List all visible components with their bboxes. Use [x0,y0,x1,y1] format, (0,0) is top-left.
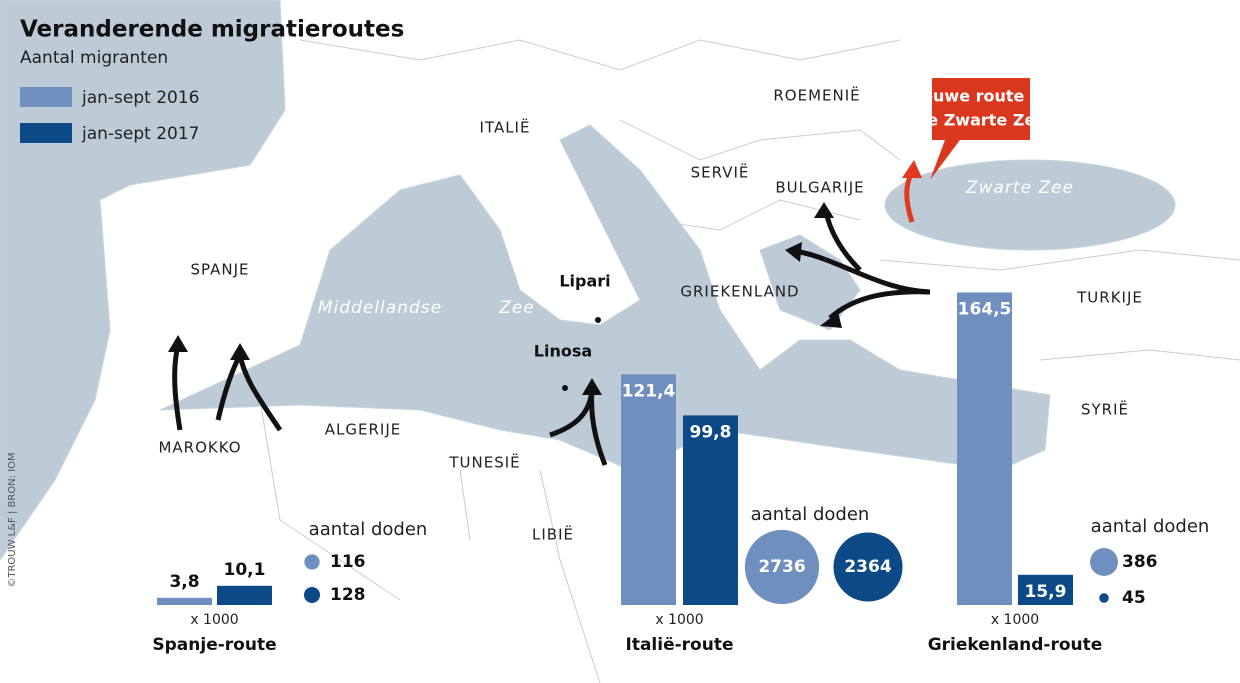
deaths-circle [1099,593,1109,603]
arrowhead [814,202,834,218]
country-label: SPANJE [191,261,250,279]
aegean [759,234,861,331]
border [1039,349,1240,361]
arrow [237,354,283,432]
legend-swatch [20,87,72,107]
black-sea [884,159,1176,251]
country-label: MAROKKO [158,439,241,457]
deaths-circle [744,529,820,605]
deaths-value: 45 [1122,588,1146,608]
borders [259,39,1240,683]
sea-label: Zwarte Zee [965,178,1074,198]
border [619,119,901,161]
country-label: GRIEKENLAND [680,283,799,301]
deaths-circle [833,532,903,602]
arrowhead [168,335,188,352]
arrow [589,389,608,466]
value-label: 3,8 [169,572,199,592]
arrowhead [820,312,842,328]
value-label: 10,1 [224,560,266,580]
title: Veranderende migratieroutes [20,17,404,43]
bar [621,374,676,605]
callout-text: nieuwe route via [905,87,1056,106]
bar [157,597,212,605]
border [259,399,601,683]
arrowheads [168,202,842,395]
deaths-label: aantal doden [751,504,870,525]
subtitle: Aantal migranten [20,48,168,68]
island-dot [595,317,601,323]
bar [217,585,272,605]
deaths-value: 128 [330,585,366,605]
legend-label: jan-sept 2017 [81,124,200,144]
sea-label: Middellandse [318,298,442,318]
deaths-value: 116 [330,552,366,572]
country-label: LIBIË [532,525,574,544]
callout-box [930,78,1030,180]
arrowhead [230,343,250,360]
unit-label: x 1000 [190,612,238,628]
country-label: SERVIË [691,163,750,182]
deaths-value: 2736 [758,557,805,577]
country-label: ROEMENIË [773,86,860,105]
bar [957,292,1012,605]
value-label: 164,5 [958,299,1012,319]
value-label: 99,8 [690,422,732,442]
island-label: Lipari [559,272,610,291]
deaths-circle [304,554,320,570]
callout-text: de Zwarte Zee [916,111,1046,130]
island-dot [562,385,568,391]
route-name: Italië-route [626,635,734,655]
bar [683,415,738,605]
deaths-circle [303,586,321,604]
country-label: ALGERIJE [325,421,401,439]
deaths-value: 386 [1122,552,1158,572]
credit: ©TROUW L&F | BRON: IOM [7,452,18,587]
arrowhead [785,242,802,262]
deaths-circle [1090,548,1118,576]
country-label: BULGARIJE [775,179,864,197]
country-label: ITALIË [480,118,531,137]
arrow [172,344,183,431]
arrows [172,211,931,466]
deaths-label: aantal doden [1091,516,1210,537]
legend-label: jan-sept 2016 [81,88,200,108]
arrowhead [902,160,922,178]
deaths-value: 2364 [844,557,891,577]
unit-label: x 1000 [655,612,703,628]
mediterranean [159,124,1051,471]
bar [1018,574,1073,605]
legend-swatch [20,123,72,143]
country-label: TURKIJE [1076,289,1143,307]
country-label: TUNESIË [448,453,520,472]
deaths-label: aantal doden [309,519,428,540]
country-label: SYRIË [1081,400,1129,419]
border [879,249,1240,271]
island-label: Linosa [534,342,592,361]
arrow [799,249,931,295]
border [299,39,901,71]
arrowhead [582,378,602,395]
sea-label: Zee [498,298,535,318]
route-name: Griekenland-route [928,635,1103,655]
value-label: 15,9 [1025,582,1067,602]
value-label: 121,4 [622,381,676,401]
route-name: Spanje-route [152,635,276,655]
unit-label: x 1000 [991,612,1039,628]
